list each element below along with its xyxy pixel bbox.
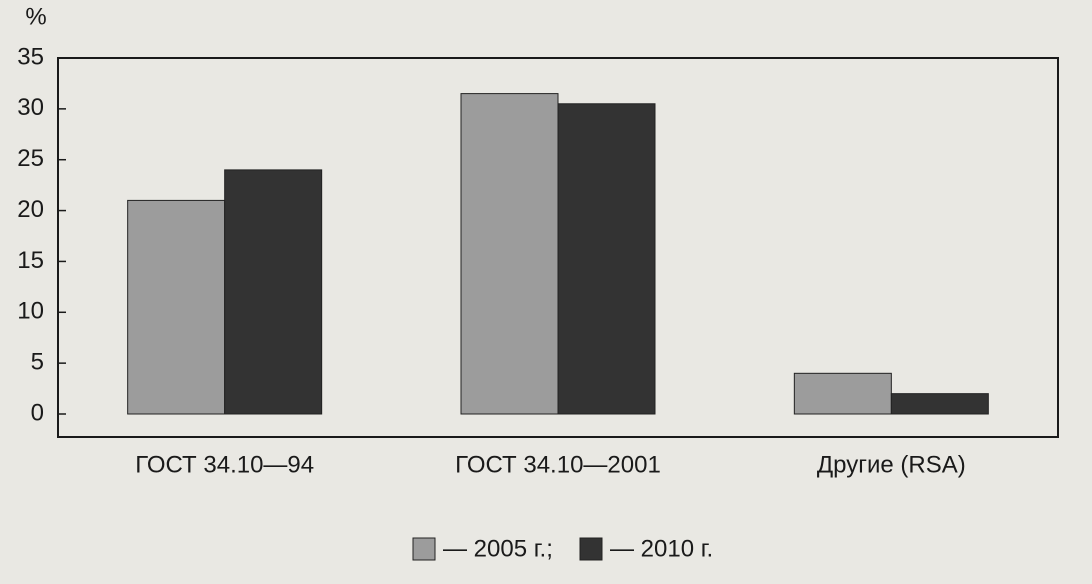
- x-tick-label: ГОСТ 34.10—2001: [455, 451, 661, 478]
- bar: [460, 93, 559, 415]
- legend-swatch: [579, 537, 603, 561]
- x-tick-label: ГОСТ 34.10—94: [135, 451, 314, 478]
- legend-label: — 2005 г.;: [443, 535, 553, 562]
- bar: [890, 393, 989, 415]
- y-unit: %: [25, 3, 46, 30]
- y-tick-label: 15: [17, 247, 44, 274]
- legend-label: — 2010 г.: [610, 535, 713, 562]
- y-tick-label: 20: [17, 196, 44, 223]
- y-tick-label: 25: [17, 145, 44, 172]
- y-tick-label: 0: [31, 399, 44, 426]
- y-tick-label: 35: [17, 43, 44, 70]
- y-tick-label: 10: [17, 298, 44, 325]
- bar: [127, 199, 226, 415]
- y-tick-label: 5: [31, 348, 44, 375]
- plot-frame: [57, 57, 1059, 438]
- x-tick-label: Другие (RSA): [817, 451, 966, 478]
- bar: [793, 372, 892, 415]
- bar: [224, 169, 323, 415]
- y-tick-label: 30: [17, 94, 44, 121]
- bar: [557, 103, 656, 415]
- legend-swatch: [412, 537, 436, 561]
